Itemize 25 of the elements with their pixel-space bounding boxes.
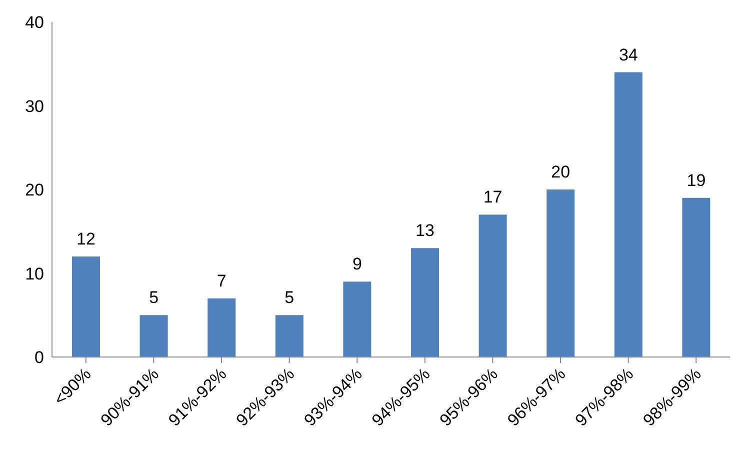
- bar: [275, 315, 304, 357]
- data-label: 13: [416, 221, 434, 240]
- bar: [478, 214, 507, 357]
- y-tick-label: 0: [34, 348, 44, 368]
- y-tick-label: 40: [25, 13, 44, 32]
- data-label: 5: [284, 288, 294, 308]
- data-label: 20: [551, 162, 570, 182]
- bar: [140, 315, 168, 357]
- data-label: 5: [149, 288, 159, 308]
- bar: [411, 248, 439, 357]
- y-tick-label: 10: [25, 264, 44, 284]
- bar: [546, 190, 575, 357]
- bar: [614, 72, 642, 357]
- data-label: 19: [686, 170, 706, 190]
- bar: [72, 256, 100, 357]
- bar: [208, 298, 236, 357]
- y-tick-label: 20: [25, 180, 44, 200]
- data-label: 9: [352, 254, 362, 274]
- data-label: 7: [216, 271, 226, 290]
- bar: [682, 198, 710, 357]
- data-label: 34: [618, 45, 638, 64]
- data-label: 12: [76, 230, 96, 248]
- bar: [343, 282, 372, 357]
- data-label: 17: [483, 188, 502, 207]
- y-tick-label: 30: [25, 96, 44, 116]
